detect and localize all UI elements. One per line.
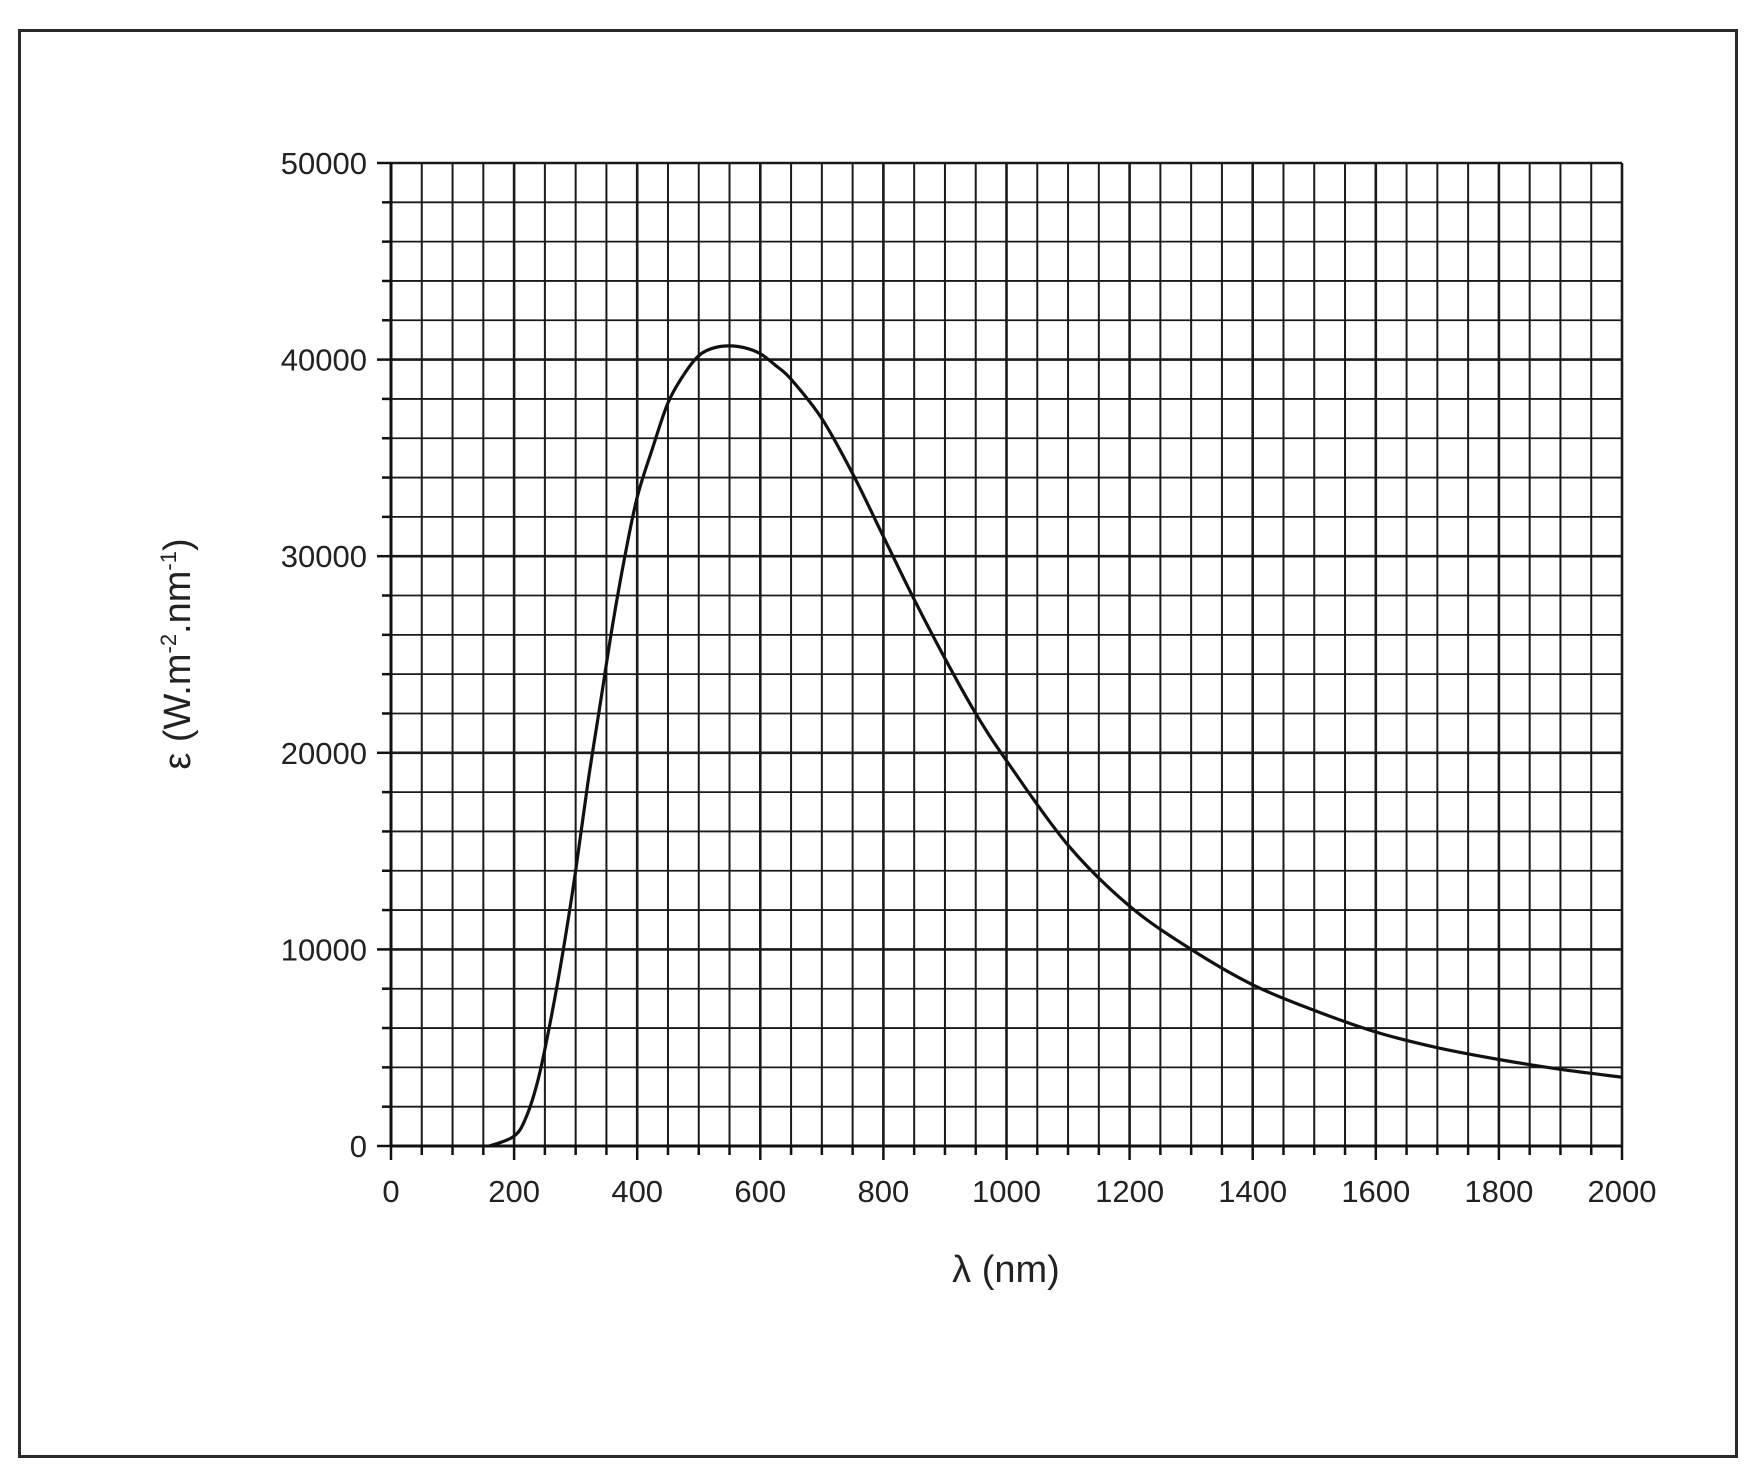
series-line xyxy=(488,344,1623,1148)
x-tick-label: 1200 xyxy=(1095,1174,1164,1209)
x-tick-label: 1400 xyxy=(1218,1174,1287,1209)
y-axis-ticks: 0 10000 20000 30000 40000 50000 xyxy=(281,146,391,1164)
y-axis-title-end: ) xyxy=(157,538,199,551)
x-axis-title: λ (nm) xyxy=(952,1249,1060,1291)
x-tick-label: 2000 xyxy=(1588,1174,1657,1209)
figure-frame xyxy=(18,29,1738,1458)
x-axis-ticks: 0 200 400 600 800 1000 1200 1400 1600 1800 2000 xyxy=(382,1146,1656,1209)
series-layer xyxy=(488,344,1623,1148)
y-tick-label: 0 xyxy=(350,1129,367,1164)
y-axis-title-exp1: -2 xyxy=(156,634,181,654)
x-tick-label: 0 xyxy=(382,1174,399,1209)
x-tick-label: 1800 xyxy=(1464,1174,1533,1209)
y-axis-title-exp2: -1 xyxy=(156,551,181,571)
x-tick-label: 400 xyxy=(611,1174,663,1209)
grid xyxy=(391,161,1624,1146)
x-tick-label: 600 xyxy=(734,1174,786,1209)
y-axis-title: ε (W.m-2.nm-1) xyxy=(156,538,199,769)
x-tick-label: 800 xyxy=(858,1174,910,1209)
y-axis-title-base: ε (W.m xyxy=(157,654,199,770)
x-tick-label: 1000 xyxy=(972,1174,1041,1209)
y-axis-title-mid: .nm xyxy=(157,571,199,634)
y-tick-label: 30000 xyxy=(281,539,367,574)
x-tick-label: 200 xyxy=(488,1174,540,1209)
y-tick-label: 40000 xyxy=(281,343,367,378)
x-tick-label: 1600 xyxy=(1341,1174,1410,1209)
y-tick-label: 50000 xyxy=(281,146,367,181)
y-tick-label: 10000 xyxy=(281,932,367,967)
y-tick-label: 20000 xyxy=(281,736,367,771)
